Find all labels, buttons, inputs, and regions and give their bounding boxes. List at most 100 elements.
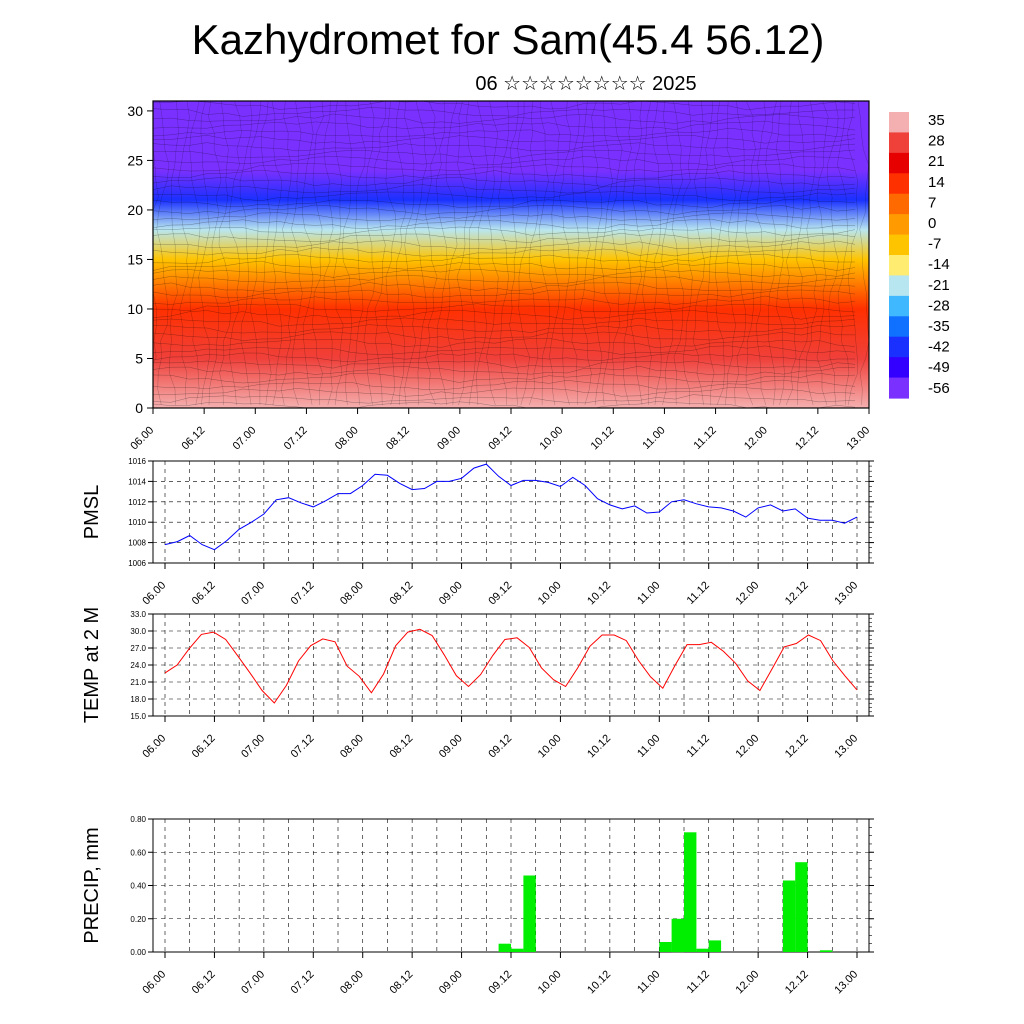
vector-line (414, 101, 428, 406)
contour-line (153, 309, 856, 320)
vector-line (682, 101, 693, 406)
vector-line (517, 101, 530, 406)
y-tick-label: 33.0 (130, 610, 146, 619)
vector-line (610, 101, 623, 406)
vector-line (302, 101, 314, 406)
heatmap-x-tick-label: 13.00 (844, 424, 872, 452)
colorbar-swatch (889, 377, 909, 399)
vector-line (385, 101, 396, 406)
heatmap-x-tick-label: 07.00 (231, 424, 259, 452)
contour-line (153, 204, 856, 215)
colorbar-label: 28 (928, 133, 945, 150)
vector-line (424, 101, 438, 406)
vector-line (837, 101, 850, 406)
contour-line (153, 282, 856, 292)
colorbar-swatch (889, 357, 909, 379)
vector-line (363, 101, 375, 406)
vector-line (229, 101, 242, 406)
vector-line (785, 101, 797, 406)
x-tick-label: 12.00 (733, 732, 761, 760)
colorbar-label: -49 (928, 359, 950, 376)
x-tick-label: 12.12 (783, 968, 811, 996)
contour-line (153, 394, 856, 404)
y-tick-label: 18.0 (130, 695, 146, 704)
colorbar-label: 7 (928, 194, 936, 211)
heatmap-y-tick-label: 10 (127, 301, 143, 317)
y-tick-label: 1014 (128, 477, 146, 486)
x-tick-label: 10.12 (585, 732, 613, 760)
vector-line (239, 101, 253, 406)
contour-line (153, 365, 856, 376)
contour-line (153, 289, 856, 298)
temp-panel: 15.0 18.0 21.0 24.0 27.0 30.0 33.0 06.00 06.12 07… (81, 607, 874, 760)
contour-line (153, 275, 856, 284)
x-tick-label: 09.00 (437, 579, 465, 607)
colorbar-label: -35 (928, 318, 950, 335)
y-tick-label: 1006 (128, 559, 146, 568)
vector-line (661, 101, 674, 406)
contour-line (153, 149, 856, 159)
y-tick-label: 0.20 (130, 915, 146, 924)
x-tick-label: 06.12 (190, 732, 218, 760)
x-tick-label: 12.12 (783, 579, 811, 607)
y-tick-label: 15.0 (130, 712, 146, 721)
x-tick-label: 13.00 (832, 732, 860, 760)
heatmap-y-tick-label: 0 (135, 400, 143, 416)
y-axis-label: TEMP at 2 M (81, 607, 103, 723)
vector-line (776, 101, 788, 406)
vector-line (672, 101, 684, 406)
heatmap-y-tick-label: 30 (127, 103, 143, 119)
contour-line (153, 317, 856, 327)
vector-line (857, 101, 869, 406)
contour-line (153, 198, 856, 208)
x-tick-label: 11.12 (685, 579, 712, 606)
chart-title: Kazhydromet for Sam(45.4 56.12) (191, 16, 825, 63)
heatmap-x-tick-label: 06.12 (179, 424, 207, 452)
vector-line (280, 101, 292, 406)
contour-line (153, 113, 856, 124)
vector-line (456, 101, 468, 406)
colorbar-swatch (889, 234, 909, 256)
x-tick-label: 09.00 (437, 732, 465, 760)
y-tick-label: 0.80 (130, 815, 146, 824)
y-tick-label: 0.00 (130, 948, 146, 957)
colorbar-swatch (889, 193, 909, 215)
x-tick-label: 10.12 (585, 579, 613, 607)
x-tick-label: 10.00 (536, 968, 564, 996)
vector-line (261, 101, 272, 406)
precip-bar (659, 942, 672, 952)
colorbar-swatch (889, 214, 909, 236)
colorbar-label: -56 (928, 380, 950, 397)
vector-line (622, 101, 632, 406)
precip-bar (498, 943, 511, 952)
y-tick-label: 1012 (128, 498, 146, 507)
x-tick-label: 07.00 (239, 579, 267, 607)
precip-bar (819, 950, 833, 952)
heatmap-fill (153, 101, 869, 408)
vector-line (508, 101, 519, 406)
contour-line (153, 212, 856, 221)
vector-line (528, 101, 539, 406)
vector-line (549, 101, 560, 406)
vector-line (178, 101, 190, 406)
heatmap-x-tick-label: 06.00 (128, 424, 156, 452)
vector-line (600, 101, 613, 406)
heatmap-x-tick-label: 10.00 (537, 424, 565, 452)
pmsl-panel: 1006 1008 1010 1012 1014 1016 06.00 06.12 07.00 0… (81, 457, 874, 607)
vector-line (734, 101, 746, 406)
contour-line (153, 260, 856, 271)
x-tick-label: 06.00 (140, 968, 168, 996)
colorbar: 35 28 21 14 7 0 -7 -14 -21 -28 -35 -42 -49 -56 (889, 112, 950, 399)
x-tick-label: 10.00 (536, 732, 564, 760)
contour-line (153, 253, 855, 264)
vector-line (156, 101, 170, 406)
contour-line (153, 155, 856, 166)
vector-line (755, 101, 767, 406)
vector-line (466, 101, 477, 406)
vector-line (630, 101, 643, 406)
y-tick-label: 1010 (128, 518, 146, 527)
colorbar-swatch (889, 173, 909, 195)
colorbar-label: -14 (928, 256, 950, 273)
precip-bar (708, 940, 722, 952)
